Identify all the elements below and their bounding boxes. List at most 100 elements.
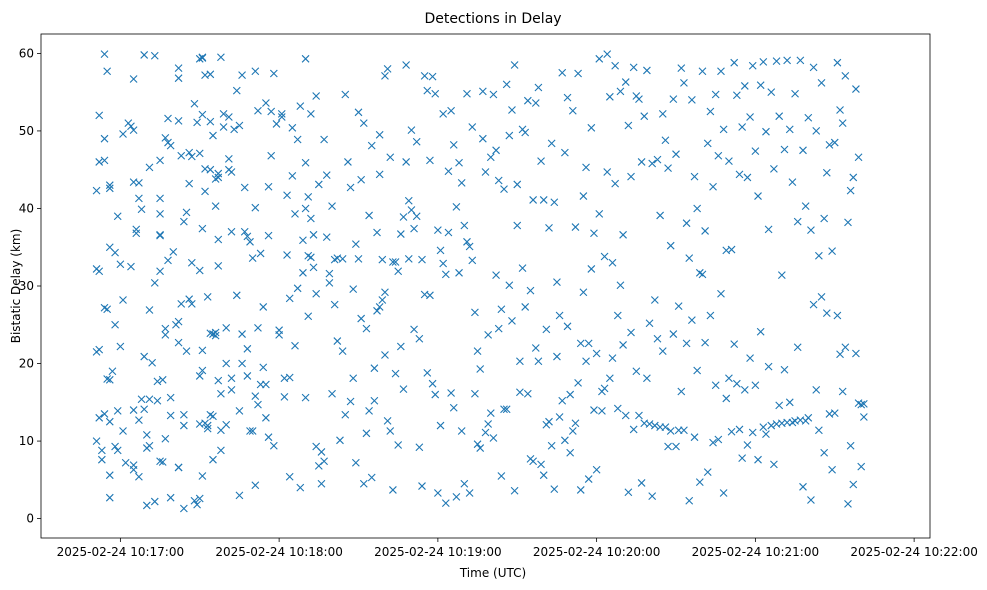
data-point-marker — [627, 172, 635, 181]
data-point-marker — [103, 375, 112, 383]
data-point-marker — [301, 393, 310, 402]
data-point-marker — [336, 436, 344, 445]
data-point-marker — [785, 125, 794, 134]
data-point-marker — [672, 442, 680, 451]
data-point-marker — [211, 331, 220, 340]
data-point-marker — [706, 311, 715, 320]
data-point-marker — [222, 420, 231, 429]
data-point-marker — [235, 491, 244, 500]
data-point-marker — [775, 112, 784, 121]
data-point-marker — [801, 202, 810, 211]
x-tick-label: 2025-02-24 10:17:00 — [57, 545, 184, 559]
data-point-marker — [476, 444, 485, 452]
data-point-marker — [452, 203, 461, 211]
data-point-marker — [814, 251, 823, 260]
data-point-marker — [185, 295, 194, 304]
data-point-marker — [203, 421, 212, 430]
data-point-marker — [476, 365, 485, 373]
data-point-marker — [381, 288, 389, 297]
data-point-marker — [529, 196, 538, 204]
data-point-marker — [161, 434, 170, 443]
data-point-marker — [214, 261, 223, 270]
data-point-marker — [613, 404, 622, 413]
y-tick-label: 40 — [19, 201, 34, 215]
data-point-marker — [780, 365, 789, 374]
data-point-marker — [304, 312, 313, 321]
data-point-marker — [820, 448, 829, 457]
data-point-marker — [341, 410, 350, 419]
y-tick-label: 0 — [26, 512, 34, 526]
data-point-marker — [243, 372, 252, 380]
data-point-marker — [381, 351, 389, 359]
data-point-marker — [576, 339, 585, 348]
data-point-marker — [460, 221, 469, 230]
data-point-marker — [195, 149, 204, 158]
data-point-marker — [150, 51, 159, 60]
data-point-marker — [283, 251, 291, 259]
data-point-marker — [381, 71, 389, 80]
data-point-marker — [603, 168, 612, 176]
data-point-marker — [267, 107, 276, 116]
data-point-marker — [809, 63, 818, 72]
data-point-marker — [521, 128, 530, 137]
y-tick-label: 60 — [19, 46, 34, 60]
data-point-marker — [285, 294, 294, 303]
x-tick-label: 2025-02-24 10:22:00 — [850, 545, 977, 559]
data-point-marker — [783, 56, 792, 65]
data-point-marker — [105, 184, 114, 193]
data-point-marker — [222, 359, 231, 368]
data-point-marker — [333, 337, 342, 345]
data-point-marker — [264, 231, 273, 240]
data-point-marker — [95, 345, 104, 354]
data-point-marker — [508, 106, 516, 114]
data-point-marker — [489, 434, 498, 442]
data-point-marker — [608, 354, 617, 362]
data-point-marker — [222, 323, 231, 332]
data-point-marker — [441, 499, 450, 507]
data-point-marker — [857, 462, 866, 471]
data-point-marker — [545, 223, 553, 232]
data-point-marker — [560, 148, 569, 157]
data-point-marker — [640, 112, 649, 121]
data-point-marker — [447, 106, 455, 115]
data-point-marker — [198, 366, 207, 375]
data-point-marker — [587, 265, 596, 273]
data-point-marker — [246, 237, 254, 246]
data-point-marker — [135, 472, 143, 481]
data-point-marker — [254, 106, 262, 115]
data-point-marker — [420, 71, 429, 80]
data-point-marker — [822, 168, 831, 177]
data-point-marker — [653, 334, 662, 343]
data-point-marker — [354, 254, 363, 263]
data-point-marker — [447, 389, 455, 397]
data-point-marker — [780, 145, 789, 154]
data-point-marker — [560, 436, 569, 445]
data-point-marker — [264, 182, 273, 191]
data-point-marker — [502, 80, 511, 89]
data-point-marker — [706, 107, 715, 116]
data-point-marker — [235, 121, 244, 130]
data-point-marker — [542, 325, 551, 334]
data-point-marker — [513, 221, 522, 230]
data-point-marker — [852, 349, 860, 358]
data-point-marker — [463, 89, 471, 98]
data-point-marker — [833, 311, 842, 320]
data-point-marker — [714, 435, 723, 444]
data-point-marker — [719, 125, 728, 134]
data-point-marker — [156, 210, 164, 218]
data-point-marker — [373, 228, 381, 237]
data-point-marker — [232, 86, 241, 95]
data-point-marker — [275, 326, 284, 335]
data-point-marker — [135, 178, 143, 187]
data-point-marker — [262, 380, 270, 389]
data-point-marker — [703, 139, 712, 148]
data-point-marker — [306, 214, 315, 223]
data-point-marker — [857, 400, 866, 409]
data-point-marker — [555, 413, 564, 421]
data-point-marker — [455, 158, 463, 167]
data-point-marker — [219, 109, 228, 118]
data-point-marker — [351, 458, 360, 467]
data-point-marker — [656, 211, 665, 220]
data-point-marker — [129, 126, 138, 135]
